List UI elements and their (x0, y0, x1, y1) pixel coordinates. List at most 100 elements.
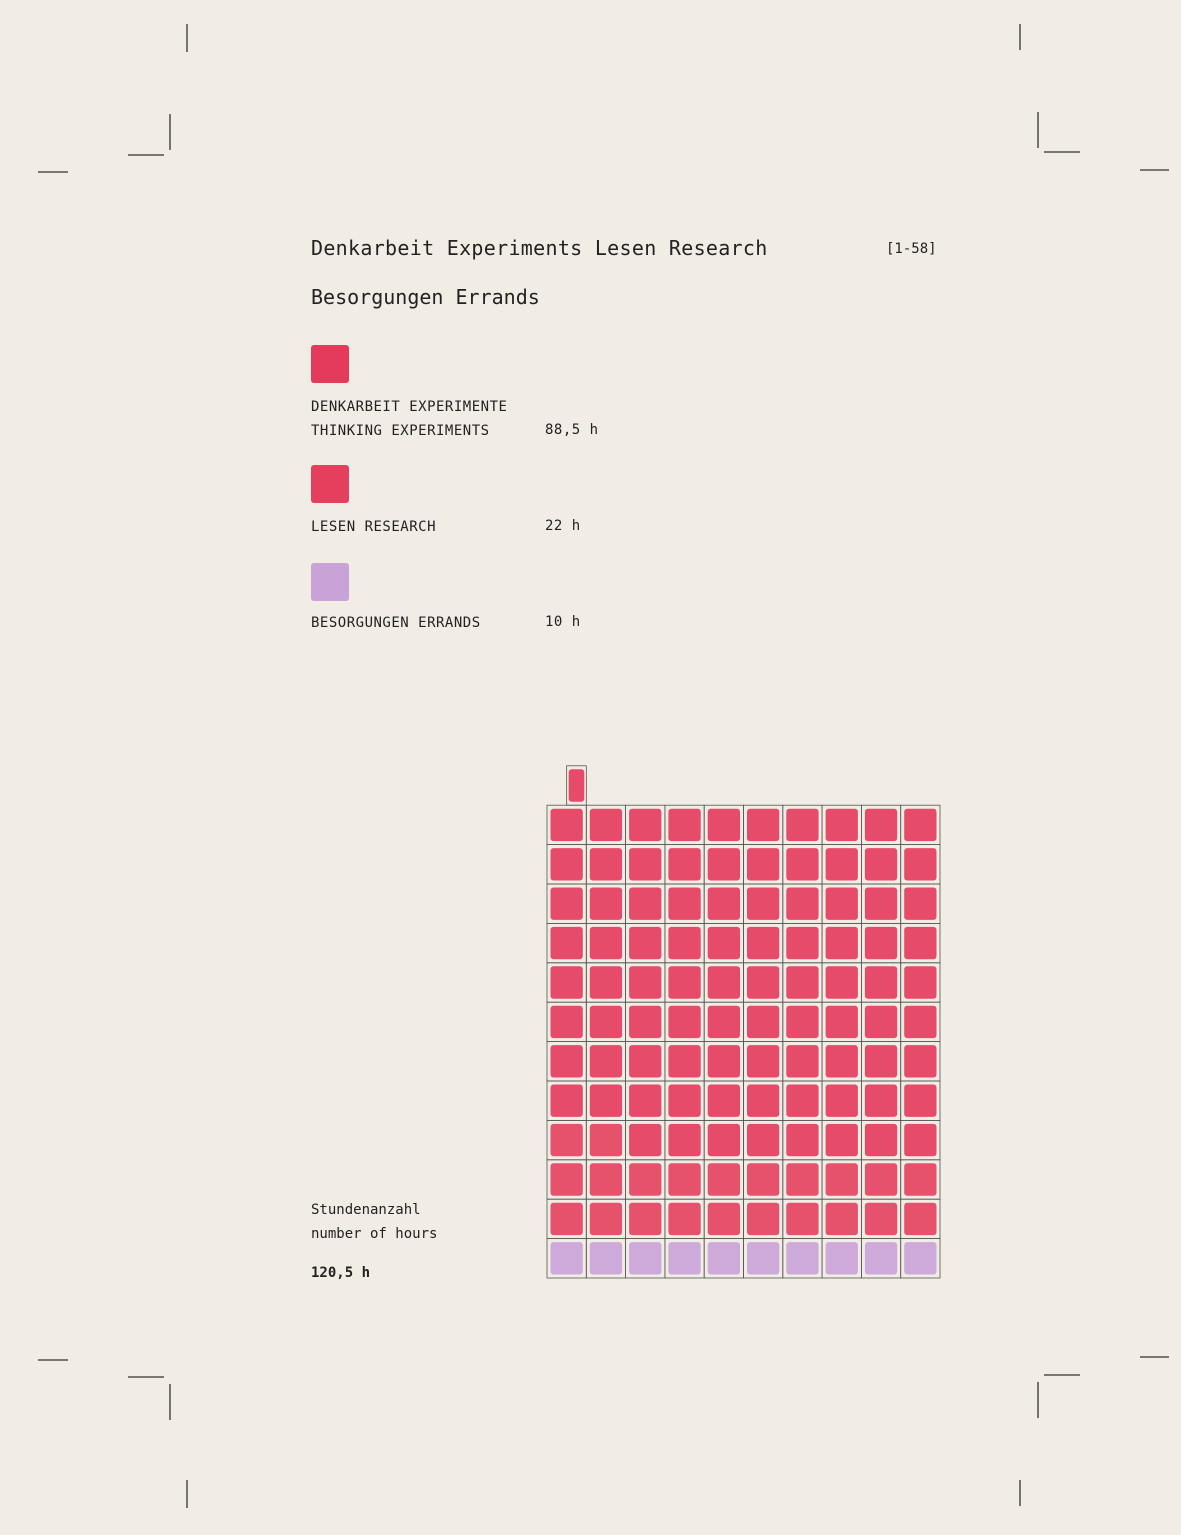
waffle-cell (864, 1084, 898, 1117)
waffle-cell (904, 1163, 937, 1196)
legend-label-research: LESEN RESEARCH (311, 519, 437, 535)
waffle-cell (707, 1005, 740, 1039)
waffle-cell (786, 926, 819, 960)
waffle-cell (589, 1242, 623, 1275)
waffle-cell (550, 1123, 583, 1157)
waffle-cell (629, 887, 662, 920)
waffle-cell (629, 1202, 662, 1236)
waffle-cell (707, 848, 740, 881)
waffle-cell (629, 926, 662, 960)
waffle-cell (629, 966, 662, 999)
waffle-cell (904, 926, 937, 960)
waffle-cell (550, 1242, 583, 1275)
waffle-cell (668, 887, 701, 920)
waffle-cell (668, 1163, 701, 1196)
waffle-cell (904, 1084, 937, 1117)
waffle-cell (904, 1045, 937, 1078)
waffle-cell (864, 887, 898, 920)
waffle-cell (825, 808, 858, 842)
waffle-cell (550, 887, 583, 920)
page-range: [1-58] (886, 241, 937, 257)
hours-label-de: Stundenanzahl (311, 1202, 421, 1218)
waffle-cell (747, 1242, 780, 1275)
waffle-cell (550, 1005, 583, 1039)
waffle-cell (629, 808, 662, 842)
waffle-cell (864, 1202, 898, 1236)
waffle-cell (904, 1123, 937, 1157)
waffle-cell (904, 887, 937, 920)
waffle-cell (707, 808, 740, 842)
waffle-cell (707, 1084, 740, 1117)
waffle-cell (904, 808, 937, 842)
waffle-cell (786, 1005, 819, 1039)
waffle-cell (786, 1202, 819, 1236)
waffle-cell (747, 808, 780, 842)
waffle-cell (589, 808, 623, 842)
waffle-cell (904, 848, 937, 881)
waffle-cell (668, 926, 701, 960)
waffle-cell (747, 1163, 780, 1196)
waffle-cell (668, 966, 701, 999)
waffle-cell (904, 966, 937, 999)
waffle-cell (707, 1123, 740, 1157)
waffle-cell (589, 926, 623, 960)
waffle-cell (589, 887, 623, 920)
waffle-cell (747, 1005, 780, 1039)
legend-label-thinking: DENKARBEIT EXPERIMENTE THINKING EXPERIME… (311, 395, 507, 443)
waffle-cell (629, 1084, 662, 1117)
waffle-cell (550, 966, 583, 999)
legend-value-research: 22 h (545, 518, 581, 534)
waffle-cell (786, 1084, 819, 1117)
hours-label-en: number of hours (311, 1226, 438, 1242)
waffle-cell (786, 808, 819, 842)
waffle-cell (629, 1242, 662, 1275)
waffle-cell (747, 1202, 780, 1236)
waffle-cell (786, 887, 819, 920)
waffle-cell (629, 1045, 662, 1078)
waffle-cell (786, 1163, 819, 1196)
waffle-cell (589, 1084, 623, 1117)
waffle-cell (668, 1202, 701, 1236)
waffle-cell (864, 808, 898, 842)
waffle-cell (668, 1242, 701, 1275)
waffle-cell (550, 808, 583, 842)
legend-value-thinking: 88,5 h (545, 422, 599, 438)
waffle-cell (825, 887, 858, 920)
waffle-cell (550, 848, 583, 881)
legend-swatch-research (311, 465, 349, 503)
waffle-cell (786, 848, 819, 881)
legend-label-de: DENKARBEIT EXPERIMENTE (311, 399, 508, 415)
waffle-cell (589, 1123, 623, 1157)
legend-swatch-errands (311, 563, 349, 601)
waffle-cell (864, 926, 898, 960)
waffle-cell-outline (900, 804, 941, 846)
waffle-cell (747, 1123, 780, 1157)
waffle-cell (550, 1163, 583, 1196)
waffle-cell (747, 1045, 780, 1078)
waffle-cell (864, 1163, 898, 1196)
waffle-cell (550, 926, 583, 960)
waffle-cell (668, 1005, 701, 1039)
waffle-cell (786, 1242, 819, 1275)
waffle-cell (668, 1123, 701, 1157)
hours-total: 120,5 h (311, 1265, 371, 1281)
waffle-cell (568, 769, 585, 802)
waffle-cell (589, 1005, 623, 1039)
chart-title: Denkarbeit Experiments Lesen Research (311, 236, 768, 260)
waffle-cell (589, 966, 623, 999)
waffle-cell (707, 1202, 740, 1236)
waffle-cell (589, 1202, 623, 1236)
waffle-cell (629, 1005, 662, 1039)
waffle-cell (786, 1045, 819, 1078)
waffle-cell (629, 1163, 662, 1196)
waffle-cell (864, 1005, 898, 1039)
waffle-cell (668, 1045, 701, 1078)
waffle-cell (825, 1005, 858, 1039)
waffle-cell (550, 1045, 583, 1078)
chart-subtitle: Besorgungen Errands (311, 285, 540, 309)
waffle-cell (864, 1242, 898, 1275)
legend-value-errands: 10 h (545, 614, 581, 630)
waffle-cell (629, 848, 662, 881)
waffle-cell (668, 848, 701, 881)
